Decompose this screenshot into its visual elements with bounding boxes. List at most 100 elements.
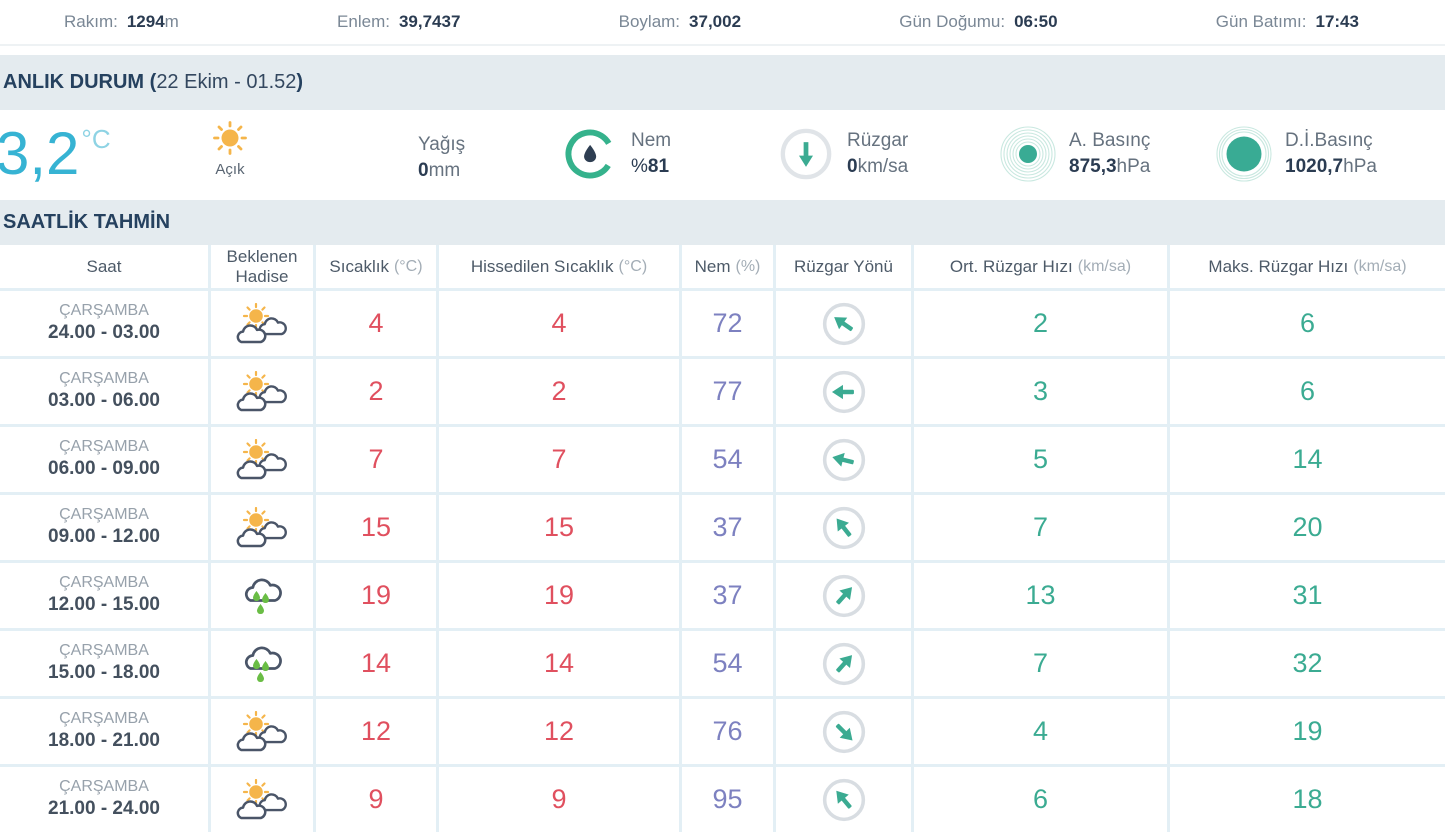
avg-wind-speed-cell: 7	[914, 495, 1167, 560]
day-label: ÇARŞAMBA	[59, 302, 149, 320]
forecast-row: ÇARŞAMBA 21.00 - 24.00 9 9 95 6 18	[0, 767, 1445, 832]
metric-wind: Rüzgar 0km/sa	[778, 126, 908, 182]
day-label: ÇARŞAMBA	[59, 574, 149, 592]
current-condition-label: Açık	[215, 161, 245, 178]
time-range-cell: ÇARŞAMBA 03.00 - 06.00	[0, 359, 208, 424]
topbar-item: Gün Batımı: 17:43	[1216, 12, 1359, 32]
humidity-value: 95	[712, 784, 743, 814]
time-range-label: 06.00 - 09.00	[48, 458, 160, 480]
time-range-label: 18.00 - 21.00	[48, 730, 160, 752]
metric-precipitation: Yağış 0mm	[418, 132, 465, 183]
temperature-cell: 9	[316, 767, 436, 832]
metric-label: D.İ.Basınç	[1285, 130, 1373, 152]
topbar-item-label: Gün Doğumu:	[899, 12, 1006, 31]
current-section-title-close: )	[296, 71, 304, 93]
sun-icon	[184, 116, 276, 160]
temperature-cell: 15	[316, 495, 436, 560]
metric-value: 0	[418, 159, 429, 181]
day-label: ÇARŞAMBA	[59, 506, 149, 524]
humidity-value: 77	[712, 376, 743, 406]
column-header-label: Nem	[694, 256, 731, 276]
wind-down-arrow-icon	[778, 126, 834, 182]
avg-wind-speed-value: 7	[1032, 648, 1049, 678]
topbar-item-label: Rakım:	[64, 12, 118, 31]
topbar-item: Boylam: 37,002	[619, 12, 741, 32]
humidity-value: 37	[712, 512, 743, 542]
current-temperature: 3,2°C	[0, 120, 111, 187]
column-header-label: Ort. Rüzgar Hızı	[949, 256, 1073, 276]
day-label: ÇARŞAMBA	[59, 710, 149, 728]
column-header-label: Sıcaklık	[329, 256, 389, 276]
time-range-label: 09.00 - 12.00	[48, 526, 160, 548]
avg-wind-speed-cell: 4	[914, 699, 1167, 764]
column-header: Sıcaklık (°C)	[316, 245, 436, 288]
time-range-cell: ÇARŞAMBA 15.00 - 18.00	[0, 631, 208, 696]
column-header-unit: (°C)	[618, 257, 648, 275]
wind-direction-icon	[821, 505, 867, 551]
topbar-item-value: 06:50	[1014, 12, 1058, 31]
time-range-cell: ÇARŞAMBA 24.00 - 03.00	[0, 291, 208, 356]
topbar-item-value: 39,7437	[398, 12, 461, 31]
avg-wind-speed-value: 3	[1032, 376, 1049, 406]
feels-like-value: 2	[551, 376, 567, 406]
rain-icon	[235, 575, 289, 617]
humidity-gauge-icon	[562, 126, 618, 182]
column-header-label: Maks. Rüzgar Hızı	[1208, 256, 1349, 276]
metric-label: Yağış	[418, 134, 466, 155]
metric-value: 81	[647, 156, 670, 177]
metric-label: Nem	[631, 130, 672, 152]
wind-direction-icon	[821, 777, 867, 823]
max-wind-speed-cell: 19	[1170, 699, 1445, 764]
max-wind-speed-cell: 14	[1170, 427, 1445, 492]
wind-direction-icon	[821, 641, 867, 687]
feels-like-cell: 7	[439, 427, 679, 492]
temperature-cell: 7	[316, 427, 436, 492]
metric-unit: hPa	[1343, 156, 1377, 177]
temperature-cell: 14	[316, 631, 436, 696]
avg-wind-speed-value: 6	[1032, 784, 1049, 814]
forecast-row: ÇARŞAMBA 09.00 - 12.00 15 15 37 7 20	[0, 495, 1445, 560]
metric-unit: hPa	[1116, 156, 1151, 177]
humidity-value: 37	[712, 580, 743, 610]
partly-cloudy-icon	[235, 438, 289, 481]
column-header: Rüzgar Yönü	[776, 245, 911, 288]
max-wind-speed-cell: 18	[1170, 767, 1445, 832]
time-range-cell: ÇARŞAMBA 12.00 - 15.00	[0, 563, 208, 628]
expected-condition-cell	[211, 631, 313, 696]
topbar-item-value: 17:43	[1315, 12, 1359, 31]
humidity-cell: 72	[682, 291, 773, 356]
temperature-cell: 4	[316, 291, 436, 356]
expected-condition-cell	[211, 427, 313, 492]
column-header-unit: (km/sa)	[1353, 257, 1407, 275]
day-label: ÇARŞAMBA	[59, 370, 149, 388]
column-header: Saat	[0, 245, 208, 288]
expected-condition-cell	[211, 563, 313, 628]
time-range-cell: ÇARŞAMBA 21.00 - 24.00	[0, 767, 208, 832]
avg-wind-speed-cell: 3	[914, 359, 1167, 424]
temperature-cell: 19	[316, 563, 436, 628]
partly-cloudy-icon	[235, 778, 289, 821]
wind-direction-cell	[776, 427, 911, 492]
column-header-unit: (km/sa)	[1077, 257, 1132, 275]
expected-condition-cell	[211, 699, 313, 764]
max-wind-speed-value: 14	[1292, 444, 1323, 474]
temperature-value: 7	[368, 444, 384, 474]
metric-value: 1020,7	[1285, 156, 1344, 177]
hourly-section-title: SAATLİK TAHMİN	[3, 211, 171, 233]
time-range-label: 15.00 - 18.00	[48, 662, 160, 684]
feels-like-cell: 15	[439, 495, 679, 560]
avg-wind-speed-cell: 2	[914, 291, 1167, 356]
current-conditions-panel: 3,2°C Açık Yağış 0mm Nem %81 Rüzgar 0km/…	[0, 110, 1445, 200]
max-wind-speed-cell: 20	[1170, 495, 1445, 560]
time-range-cell: ÇARŞAMBA 09.00 - 12.00	[0, 495, 208, 560]
metric-prefix: %	[631, 156, 648, 177]
temperature-value: 19	[360, 580, 392, 610]
forecast-row: ÇARŞAMBA 12.00 - 15.00 19 19 37 13 31	[0, 563, 1445, 628]
max-wind-speed-value: 31	[1292, 580, 1323, 610]
humidity-value: 72	[712, 308, 743, 338]
time-range-cell: ÇARŞAMBA 06.00 - 09.00	[0, 427, 208, 492]
expected-condition-cell	[211, 495, 313, 560]
day-label: ÇARŞAMBA	[59, 778, 149, 796]
wind-direction-icon	[821, 573, 867, 619]
forecast-row: ÇARŞAMBA 24.00 - 03.00 4 4 72 2 6	[0, 291, 1445, 356]
